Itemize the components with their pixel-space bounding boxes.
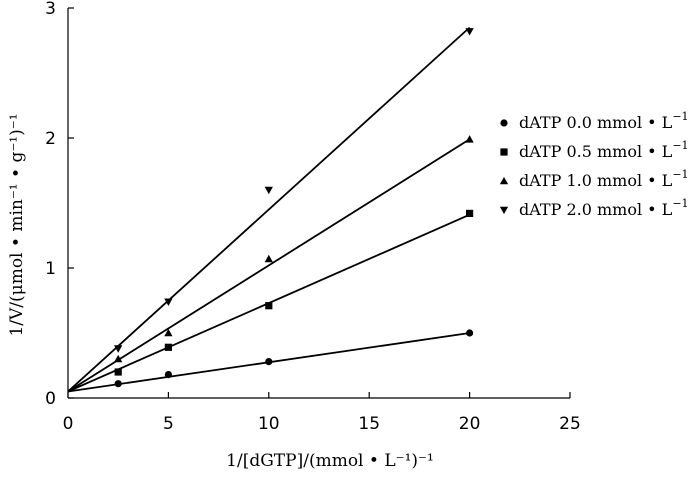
y-tick-label: 2 — [45, 129, 56, 149]
data-point — [265, 302, 273, 310]
data-point — [164, 371, 172, 379]
data-point — [164, 328, 173, 337]
x-tick-label: 10 — [258, 414, 280, 434]
axes: 0 5 10 15 20 25 0 1 2 3 — [45, 0, 581, 434]
legend-label: dATP 1.0 mmol • L−1 — [519, 168, 689, 190]
data-point — [114, 354, 123, 363]
data-point — [465, 135, 474, 143]
data-point — [465, 28, 474, 36]
legend-marker — [499, 176, 509, 185]
x-tick-label: 15 — [358, 414, 380, 434]
legend-marker — [500, 148, 508, 156]
data-markers — [114, 28, 474, 388]
y-tick-label: 1 — [45, 259, 56, 279]
fit-line — [67, 138, 471, 393]
x-tick-label: 0 — [63, 414, 74, 434]
legend-label: dATP 0.5 mmol • L−1 — [519, 139, 689, 161]
y-tick-label: 3 — [45, 0, 56, 19]
x-tick-label: 5 — [163, 414, 174, 434]
data-point — [264, 186, 273, 195]
data-point — [264, 254, 273, 263]
data-point — [114, 368, 122, 376]
legend-marker — [499, 206, 509, 215]
x-tick-label: 25 — [559, 414, 581, 434]
data-point — [466, 209, 474, 217]
data-point — [164, 298, 173, 306]
x-axis-title: 1/[dGTP]/(mmol • L⁻¹)⁻¹ — [226, 451, 434, 471]
legend-label: dATP 0.0 mmol • L−1 — [519, 110, 689, 132]
data-point — [265, 358, 273, 366]
legend-marker — [500, 119, 508, 127]
data-point — [466, 329, 474, 337]
fit-line — [67, 26, 471, 393]
x-tick-label: 20 — [459, 414, 481, 434]
legend-label: dATP 2.0 mmol • L−1 — [519, 197, 689, 219]
y-axis-title: 1/V/(μmol • min⁻¹ • g⁻¹)⁻¹ — [7, 113, 27, 336]
data-point — [114, 380, 122, 388]
y-tick-label: 0 — [45, 389, 56, 409]
data-point — [114, 345, 123, 353]
data-point — [164, 343, 172, 351]
fit-lines — [67, 26, 471, 393]
legend: dATP 0.0 mmol • L−1 dATP 0.5 mmol • L−1 dA… — [499, 110, 689, 219]
